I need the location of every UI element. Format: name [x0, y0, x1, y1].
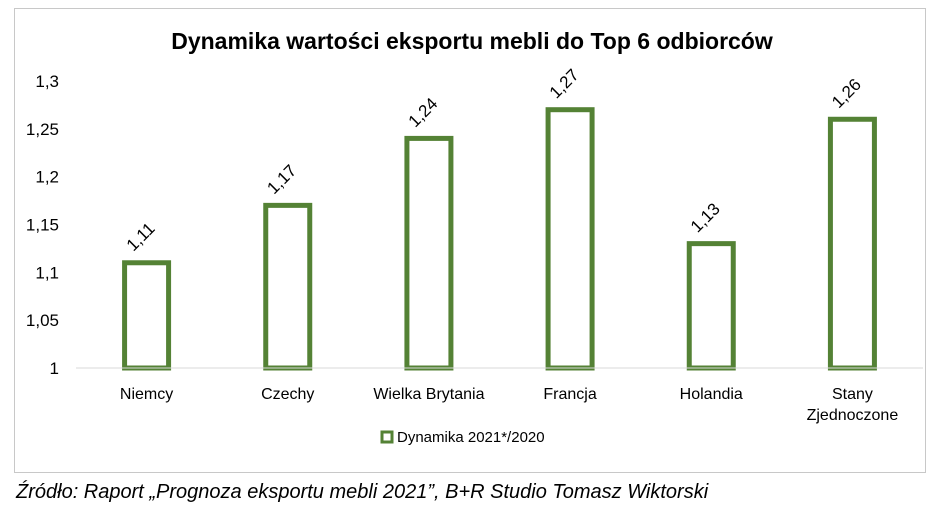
x-tick-label: Zjednoczone: [807, 407, 899, 424]
chart-title: Dynamika wartości eksportu mebli do Top …: [171, 28, 773, 54]
bar: [827, 116, 877, 371]
data-label: 1,11: [123, 219, 159, 255]
data-label: 1,27: [546, 65, 583, 102]
bar: [122, 260, 172, 371]
bar: [404, 135, 454, 371]
bar: [263, 202, 313, 371]
y-tick-label: 1,2: [35, 168, 59, 187]
x-tick-label: Niemcy: [120, 386, 173, 403]
y-tick-label: 1,05: [26, 311, 59, 330]
legend: Dynamika 2021*/2020: [380, 429, 545, 446]
x-tick-label: Holandia: [680, 386, 743, 403]
data-label: 1,24: [405, 94, 442, 131]
bar-series: 1,11 1,17 1,24 1,27 1,13 1,26: [122, 65, 877, 371]
chart-frame: Dynamika wartości eksportu mebli do Top …: [14, 8, 926, 473]
data-label: 1,13: [687, 199, 724, 236]
bar: [686, 241, 736, 371]
y-tick-label: 1,25: [26, 120, 59, 139]
x-axis: Niemcy Czechy Wielka Brytania Francja Holand…: [76, 367, 923, 424]
x-tick-label: Czechy: [261, 386, 314, 403]
x-tick-label: Stany: [832, 386, 873, 403]
y-tick-label: 1: [50, 359, 59, 378]
bar: [545, 107, 595, 371]
legend-swatch: [380, 430, 394, 444]
y-tick-label: 1,15: [26, 216, 59, 235]
legend-label: Dynamika 2021*/2020: [397, 429, 545, 446]
x-tick-label: Francja: [543, 386, 596, 403]
y-tick-label: 1,3: [35, 72, 59, 91]
data-label: 1,17: [263, 161, 300, 198]
y-axis: 1 1,05 1,1 1,15 1,2 1,25 1,3: [26, 72, 59, 378]
data-label: 1,26: [828, 75, 865, 112]
source-note: Źródło: Raport „Prognoza eksportu mebli …: [16, 481, 709, 503]
y-tick-label: 1,1: [35, 263, 59, 282]
x-tick-label: Wielka Brytania: [373, 386, 484, 403]
